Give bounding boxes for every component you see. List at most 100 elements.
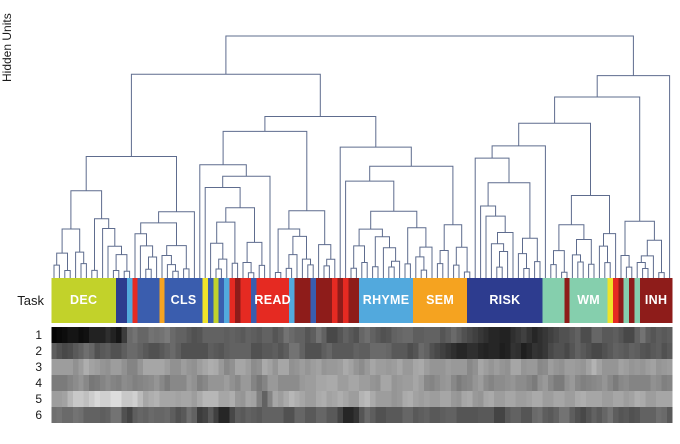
heatmap-cell: [494, 359, 500, 375]
heatmap-cell: [94, 391, 101, 407]
heatmap-cell: [423, 391, 430, 407]
heatmap-cell: [305, 375, 311, 391]
heatmap-cell: [186, 407, 192, 423]
heatmap-cell: [596, 407, 603, 423]
heatmap-cell: [477, 343, 484, 359]
heatmap-cell: [429, 343, 435, 359]
heatmap-cell: [153, 359, 160, 375]
heatmap-cell: [591, 407, 597, 423]
heatmap-cell: [78, 407, 84, 423]
heatmap-cell: [267, 327, 273, 343]
heatmap-cell: [164, 407, 171, 423]
task-segment-sky-2: [126, 278, 133, 323]
heatmap-cell: [326, 391, 333, 407]
heatmap-cell: [132, 407, 138, 423]
task-segment-CLS: [164, 278, 203, 323]
heatmap-cell: [515, 375, 522, 391]
heatmap-cell: [99, 327, 106, 343]
heatmap-cell: [526, 407, 533, 423]
heatmap-cell: [623, 327, 630, 343]
row-label-3: 3: [35, 360, 42, 374]
heatmap-cell: [504, 407, 511, 423]
heatmap-cell: [364, 375, 371, 391]
heatmap-cell: [153, 375, 160, 391]
heatmap-cell: [110, 327, 117, 343]
heatmap-cell: [56, 375, 63, 391]
heatmap-cell: [380, 391, 387, 407]
heatmap-cell: [132, 375, 138, 391]
heatmap-cell: [272, 375, 279, 391]
heatmap-cell: [423, 343, 430, 359]
heatmap-cell: [521, 359, 527, 375]
heatmap-cell: [661, 375, 668, 391]
heatmap-cell: [321, 391, 327, 407]
heatmap-cell: [234, 359, 241, 375]
heatmap-cell: [251, 375, 257, 391]
heatmap-cell: [186, 327, 192, 343]
heatmap-cell: [99, 343, 106, 359]
heatmap-cell: [396, 343, 403, 359]
heatmap-cell: [629, 407, 635, 423]
heatmap-cell: [126, 359, 133, 375]
heatmap-cell: [666, 391, 673, 407]
heatmap-cell: [375, 343, 381, 359]
heatmap-cell: [315, 391, 322, 407]
heatmap-cell: [429, 407, 435, 423]
task-segment-orange-5: [159, 278, 165, 323]
heatmap-cell: [440, 327, 446, 343]
heatmap-cell: [440, 375, 446, 391]
heatmap-cell: [326, 375, 333, 391]
heatmap-cell: [445, 327, 452, 343]
heatmap-cell: [450, 375, 457, 391]
heatmap-cell: [337, 359, 344, 375]
heatmap-cell: [413, 343, 419, 359]
heatmap-cell: [283, 343, 290, 359]
heatmap-cell: [461, 407, 468, 423]
heatmap-cell: [483, 359, 489, 375]
heatmap-cell: [553, 359, 560, 375]
heatmap-cell: [461, 391, 468, 407]
heatmap-cell: [332, 391, 338, 407]
task-segment-darkred-29: [564, 278, 570, 323]
heatmap-cell: [213, 391, 219, 407]
heatmap-cell: [467, 407, 473, 423]
heatmap-cell: [332, 375, 338, 391]
task-segment-mint-36: [634, 278, 640, 323]
heatmap-cell: [148, 359, 155, 375]
heatmap-cell: [391, 407, 398, 423]
heatmap-cell: [596, 359, 603, 375]
heatmap-cell: [618, 407, 624, 423]
heatmap-cell: [218, 343, 225, 359]
heatmap-cell: [229, 375, 236, 391]
heatmap-cell: [650, 407, 657, 423]
heatmap-cell: [299, 327, 306, 343]
heatmap-cell: [56, 343, 63, 359]
heatmap-cell: [483, 327, 489, 343]
heatmap-cell: [175, 391, 182, 407]
hidden-units-axis-label: Hidden Units: [0, 13, 14, 83]
heatmap-cell: [267, 391, 273, 407]
heatmap-cell: [596, 327, 603, 343]
heatmap-cell: [526, 391, 533, 407]
heatmap-cell: [261, 359, 268, 375]
heatmap-cell: [504, 327, 511, 343]
heatmap-cell: [202, 407, 209, 423]
heatmap-cell: [666, 375, 673, 391]
heatmap-cell: [310, 343, 317, 359]
heatmap-cell: [272, 391, 279, 407]
heatmap-cell: [251, 407, 257, 423]
heatmap-cell: [639, 407, 646, 423]
heatmap-cell: [121, 407, 128, 423]
heatmap-cell: [229, 359, 236, 375]
heatmap-cell: [137, 391, 144, 407]
heatmap-cell: [67, 343, 74, 359]
heatmap-cell: [445, 391, 452, 407]
heatmap-cell: [229, 327, 236, 343]
heatmap-cell: [197, 343, 203, 359]
heatmap-cell: [483, 407, 489, 423]
heatmap-cell: [191, 391, 198, 407]
heatmap-cell: [380, 343, 387, 359]
heatmap-cell: [429, 359, 435, 375]
heatmap-cell: [315, 327, 322, 343]
heatmap-cell: [434, 375, 441, 391]
